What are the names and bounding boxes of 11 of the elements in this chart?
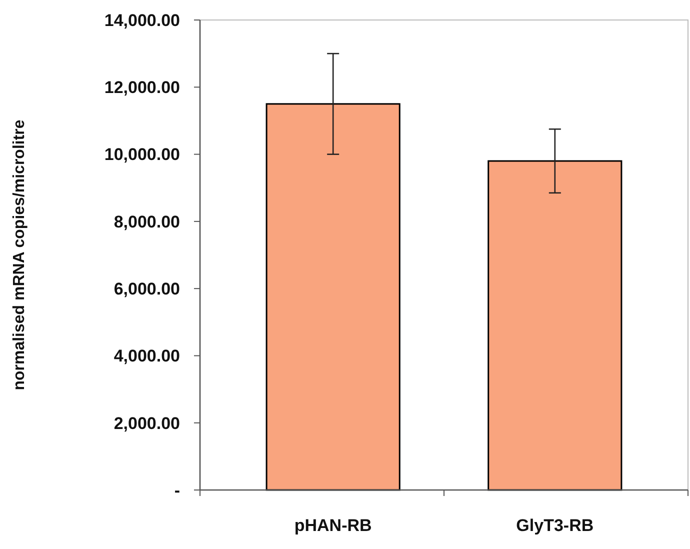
y-tick-label: 10,000.00 [104, 145, 180, 164]
y-tick-label: 2,000.00 [114, 414, 180, 433]
x-tick-label: pHAN-RB [294, 516, 372, 535]
y-tick-label: 14,000.00 [104, 10, 180, 30]
y-tick-label: 12,000.00 [104, 78, 180, 98]
x-tick-label: GlyT3-RB [516, 516, 594, 535]
y-tick-label: 4,000.00 [114, 346, 180, 366]
y-tick-label: 8,000.00 [114, 212, 180, 232]
y-tick-label: - [174, 480, 180, 500]
y-tick-label: 6,000.00 [114, 280, 180, 299]
y-axis-title: normalised mRNA copies/microlitre [11, 120, 28, 390]
